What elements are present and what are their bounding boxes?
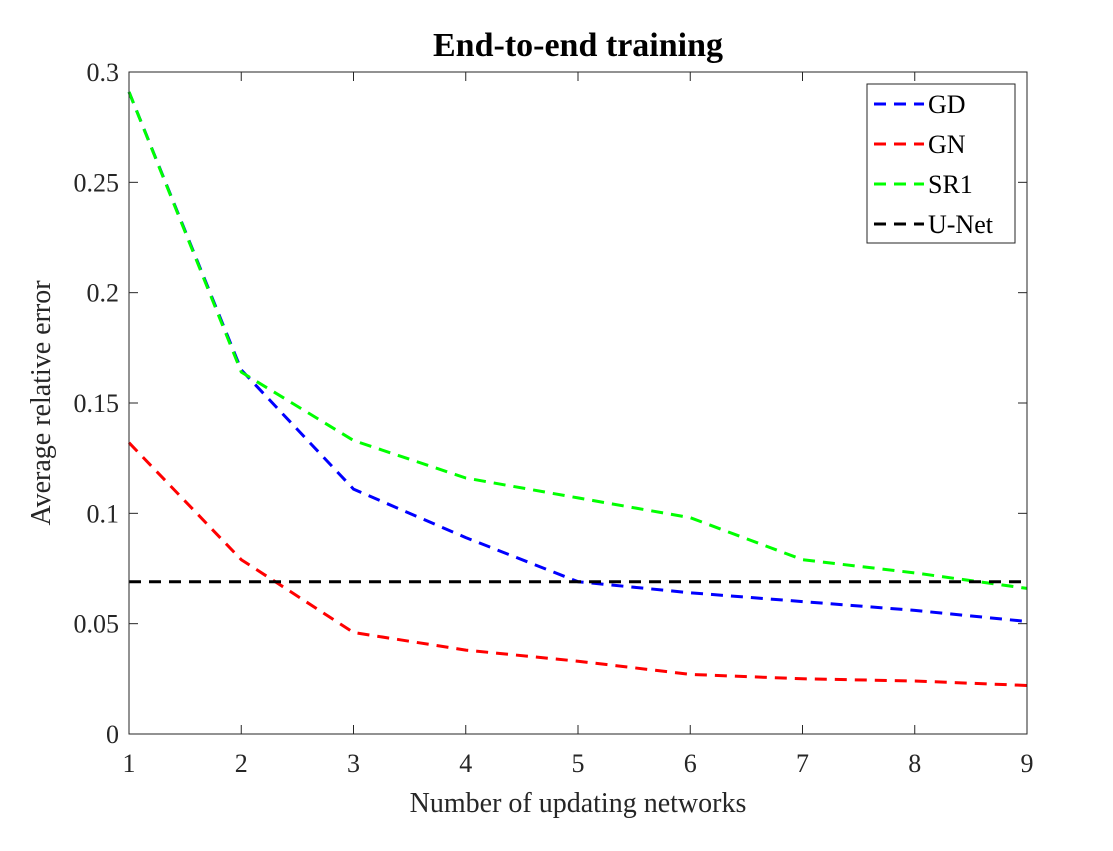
legend: GD GN SR1 U-Net (866, 83, 1016, 244)
y-tick-label: 0 (106, 720, 119, 749)
x-tick-label: 3 (347, 749, 360, 778)
series-layer (127, 91, 1028, 687)
plot-frame (128, 71, 1028, 735)
x-tick-label: 8 (908, 749, 921, 778)
y-tick-label: 0.2 (87, 279, 120, 308)
y-tick-label: 0.25 (74, 168, 120, 197)
x-tick-label: 5 (572, 749, 585, 778)
x-tick-label: 6 (684, 749, 697, 778)
x-tick-label: 4 (459, 749, 472, 778)
y-tick-label: 0.15 (74, 389, 120, 418)
legend-label-gn: GN (928, 130, 966, 159)
legend-items: GD GN SR1 U-Net (874, 90, 994, 239)
legend-label-sr1: SR1 (928, 170, 973, 199)
y-axis-label: Average relative error (26, 280, 57, 526)
x-axis-label: Number of updating networks (410, 788, 747, 819)
x-tick-label: 1 (123, 749, 136, 778)
legend-label-u-net: U-Net (928, 210, 994, 239)
x-tick-label: 2 (235, 749, 248, 778)
chart-title: End-to-end training (433, 27, 723, 64)
legend-label-gd: GD (928, 90, 966, 119)
legend-box (866, 83, 1016, 244)
x-tick-label: 9 (1021, 749, 1034, 778)
series-line-sr1 (127, 91, 1028, 590)
series-line-gn (127, 441, 1028, 687)
x-tick-label: 7 (796, 749, 809, 778)
y-tick-label: 0.1 (87, 499, 120, 528)
y-tick-label: 0.3 (87, 58, 120, 87)
y-tick-label: 0.05 (74, 610, 120, 639)
ticks-layer: 1 2 3 4 5 6 7 8 9 0 0.05 0.1 0.15 0.2 0.25 0.3 (74, 58, 1034, 778)
